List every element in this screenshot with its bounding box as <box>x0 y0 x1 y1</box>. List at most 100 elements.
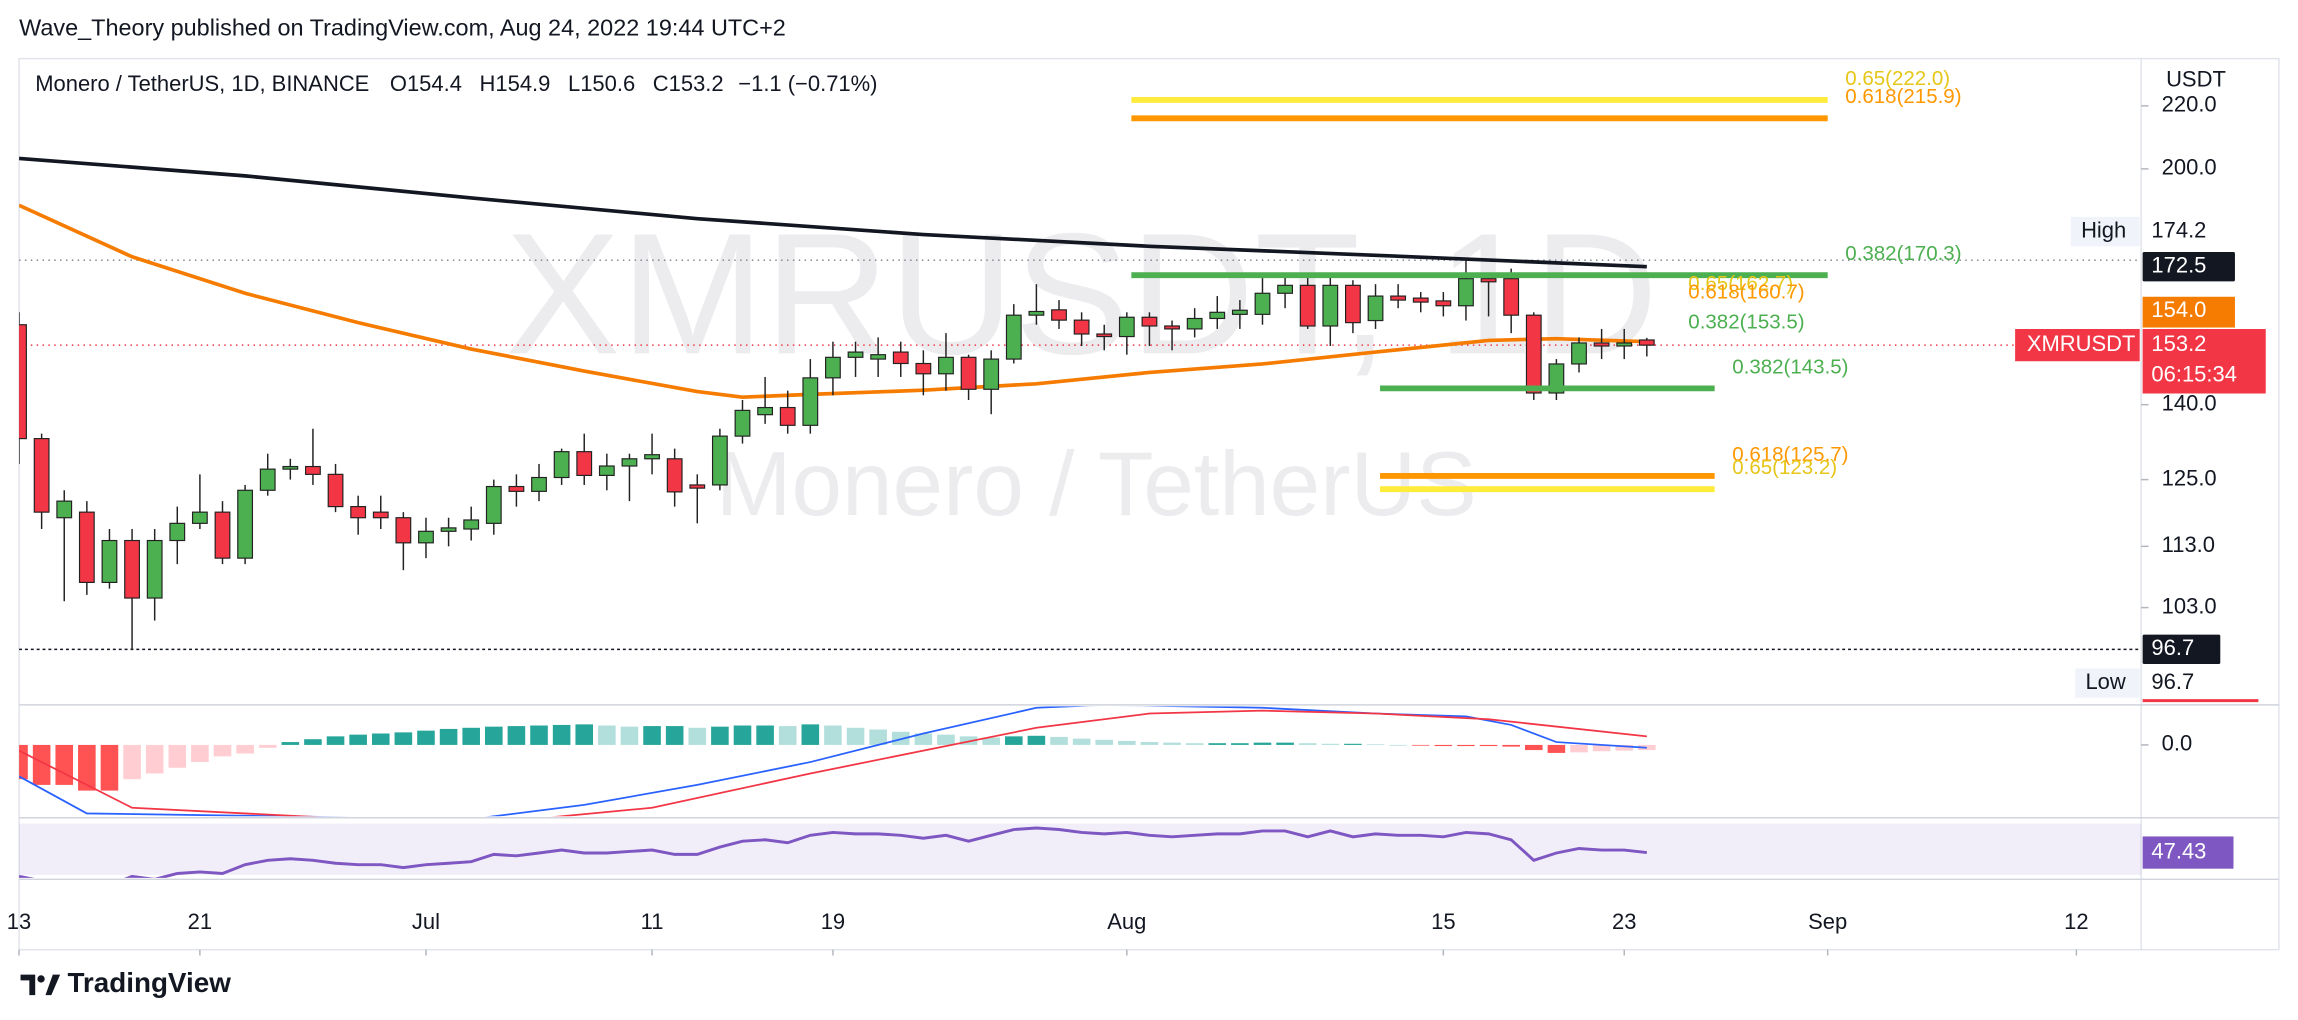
x-tick-label: 12 <box>2064 909 2088 934</box>
watermark-subtitle: Monero / TetherUS <box>716 434 1477 535</box>
macd-histogram-bar <box>1185 743 1204 745</box>
rsi-value-label: 47.43 <box>2151 838 2206 863</box>
x-tick-label: 19 <box>821 909 845 934</box>
macd-histogram-bar <box>1005 736 1023 745</box>
candle-body <box>825 356 841 379</box>
candle-body <box>576 451 593 476</box>
ma-value-text: 154.0 <box>2151 297 2206 322</box>
candle-body <box>1299 284 1316 327</box>
candle-body <box>1209 311 1226 320</box>
rsi-pane <box>19 826 1647 878</box>
change: −1.1 (−0.71%) <box>738 71 877 96</box>
macd-histogram-bar <box>145 744 164 774</box>
candle-body <box>508 485 525 492</box>
low-tag <box>2075 668 2140 698</box>
published-note: Wave_Theory published on TradingView.com… <box>19 14 786 40</box>
candle-body <box>350 506 367 519</box>
macd-histogram-bar <box>123 744 141 780</box>
candle-body <box>1254 292 1271 315</box>
candle-body <box>1277 284 1294 294</box>
candle-body <box>1186 317 1203 330</box>
macd-histogram-bar <box>1344 743 1362 745</box>
macd-histogram-bar <box>1208 743 1227 745</box>
macd-histogram-bar <box>191 744 209 763</box>
macd-histogram-bar <box>462 727 480 745</box>
candle-body <box>214 511 231 559</box>
macd-histogram-bar <box>1050 736 1068 745</box>
macd-histogram-bar <box>19 744 28 780</box>
candle-body <box>1593 342 1610 347</box>
candle-body <box>78 511 95 584</box>
macd-histogram-bar <box>937 734 955 745</box>
candle-body <box>1118 316 1135 338</box>
y-tick-label: 125.0 <box>2162 465 2217 490</box>
ohlc-value: 154.4 <box>407 71 462 96</box>
brand-logo: TradingView <box>20 967 231 998</box>
candle-body <box>1412 297 1429 303</box>
candle-body <box>711 435 728 486</box>
ohlc-prefix: O <box>390 71 407 96</box>
x-tick-label: 11 <box>641 909 664 934</box>
x-tick-label: 15 <box>1431 909 1455 934</box>
candle-body <box>1458 278 1474 307</box>
ohlc-prefix: L <box>568 71 580 96</box>
candle-body <box>1638 339 1655 346</box>
macd-histogram-bar <box>869 729 887 745</box>
macd-histogram-bar <box>620 726 639 745</box>
legend-header: Monero / TetherUS, 1D, BINANCE O154.4 H154… <box>35 71 877 96</box>
logo-mark <box>20 974 36 996</box>
logo-mark <box>45 974 61 996</box>
macd-histogram-bar <box>168 744 187 768</box>
macd-histogram-bar <box>530 725 548 745</box>
candle-body <box>372 511 389 519</box>
macd-histogram-bar <box>258 744 277 748</box>
candle-body <box>915 362 932 375</box>
high-tag-text: High <box>2081 217 2126 242</box>
candle-body <box>1322 284 1339 327</box>
macd-histogram-bar <box>801 724 820 745</box>
candle-body <box>1480 278 1497 283</box>
candle-body <box>1073 319 1090 335</box>
macd-histogram-bar <box>665 726 684 745</box>
macd-histogram-bar <box>236 744 254 754</box>
macd-histogram-bar <box>575 724 594 745</box>
macd-histogram-bar <box>733 725 752 745</box>
y-tick-label: 140.0 <box>2162 391 2217 416</box>
symbol-tag-text: XMRUSDT <box>2027 331 2136 356</box>
ohlc-prefix: H <box>480 71 496 96</box>
countdown-text: 06:15:34 <box>2151 362 2237 387</box>
x-tick-label: 23 <box>1612 909 1636 934</box>
macd-histogram-bar <box>1570 744 1588 753</box>
macd-histogram-bar <box>1253 742 1272 745</box>
macd-histogram-bar <box>78 744 96 791</box>
high-tag <box>2070 216 2140 247</box>
macd-histogram-bar <box>711 726 729 745</box>
macd-histogram-bar <box>756 725 774 745</box>
macd-histogram-bar <box>326 736 345 745</box>
macd-histogram-bar <box>1366 744 1385 746</box>
macd-histogram-bar <box>1231 743 1249 745</box>
fib-label: 0.382(170.3) <box>1845 242 1961 265</box>
candle-body <box>1435 300 1452 307</box>
macd-histogram-bar <box>598 725 616 745</box>
candle-body <box>1141 316 1158 327</box>
last-price-text: 153.2 <box>2151 331 2206 356</box>
candle-body <box>440 527 457 532</box>
candle-body <box>191 511 208 524</box>
logo-mark <box>37 975 45 983</box>
candle-body <box>802 377 819 426</box>
macd-histogram-bar <box>1524 744 1543 751</box>
candle-body <box>689 484 706 489</box>
macd-histogram-bar <box>1615 744 1634 751</box>
macd-histogram-bar <box>1298 743 1317 745</box>
rsi-value-box <box>2142 836 2234 869</box>
candle-body <box>56 500 73 519</box>
macd-histogram-bar <box>281 742 300 745</box>
high-value-box <box>2142 216 2235 247</box>
macd-histogram-bar <box>1389 744 1407 746</box>
macd-histogram-bar <box>914 733 933 745</box>
axis-unit: USDT <box>2166 66 2226 91</box>
candle-body <box>1231 309 1248 315</box>
macd-histogram-bar <box>1457 744 1475 747</box>
